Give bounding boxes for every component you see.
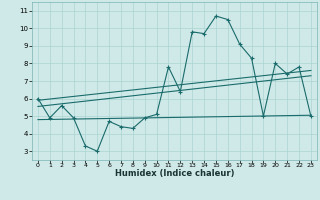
X-axis label: Humidex (Indice chaleur): Humidex (Indice chaleur) [115,169,234,178]
